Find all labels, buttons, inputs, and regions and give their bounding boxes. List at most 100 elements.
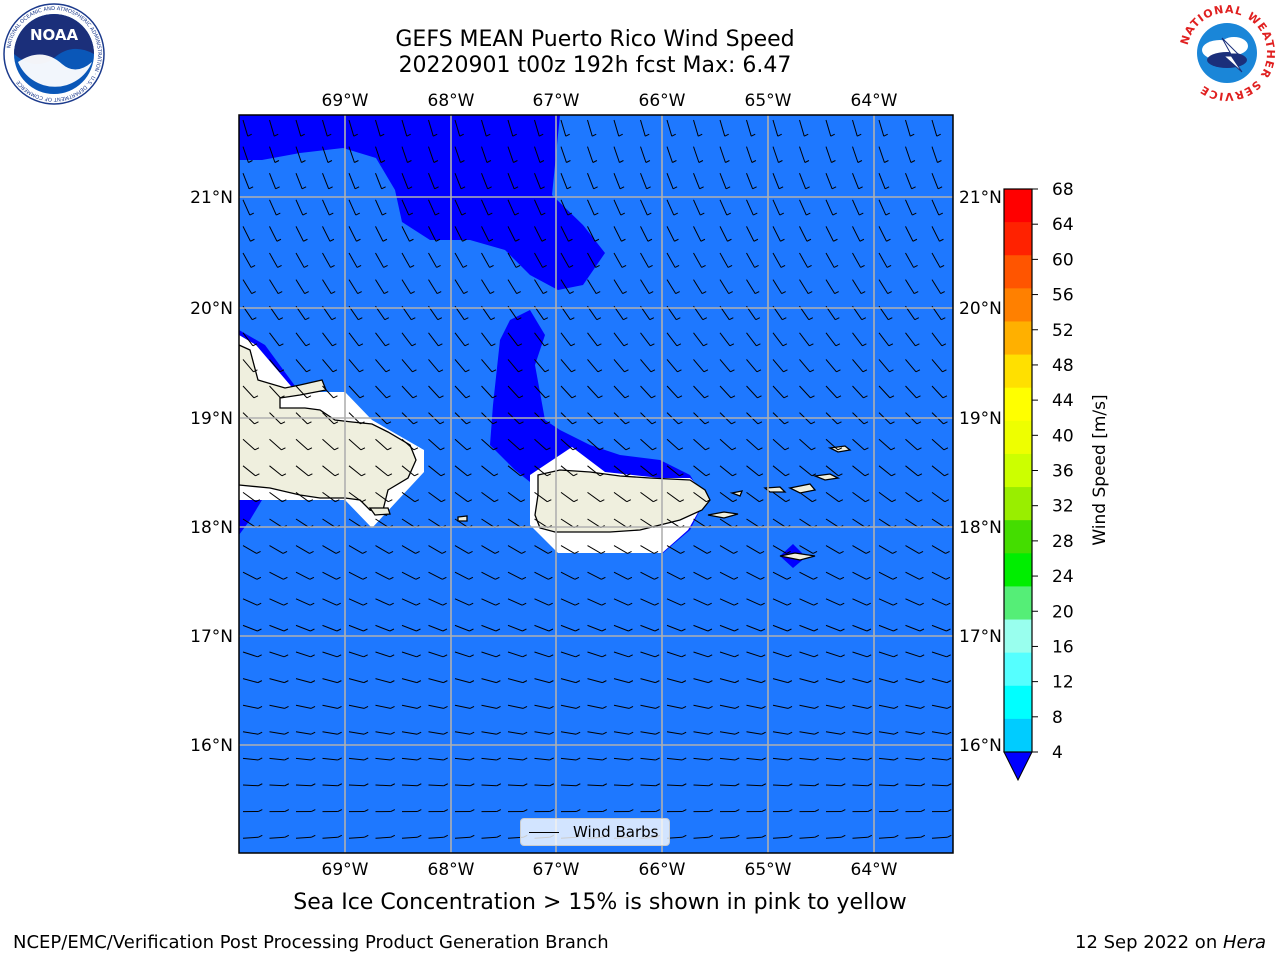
wind-barb	[534, 491, 548, 503]
wind-barb-flag	[416, 628, 421, 632]
wind-barb	[640, 359, 652, 373]
wind-barb	[931, 757, 948, 761]
wind-barb-flag	[337, 834, 343, 838]
wind-barb-flag	[806, 212, 811, 216]
wind-barb-flag	[354, 186, 360, 190]
wind-barb	[322, 359, 334, 373]
wind-barb	[428, 332, 439, 347]
wind-barb-flag	[303, 264, 309, 268]
wind-barb-flag	[495, 628, 501, 632]
wind-barb	[454, 226, 463, 242]
land-polygons	[239, 344, 852, 561]
wind-barb	[534, 465, 548, 477]
wind-barb	[295, 678, 311, 684]
wind-barb	[931, 332, 943, 347]
wind-barb-flag	[468, 576, 474, 580]
wind-barb-flag	[867, 809, 873, 812]
wind-barb-flag	[787, 731, 793, 735]
wind-barb	[825, 146, 832, 163]
wind-barb-flag	[522, 680, 528, 684]
wind-barb	[905, 465, 919, 477]
wind-barb-flag	[465, 369, 470, 373]
wind-barb	[481, 119, 487, 137]
wind-barb-flag	[814, 705, 819, 709]
wind-barb	[242, 385, 255, 399]
wind-barb-flag	[385, 369, 391, 373]
wind-barb	[534, 252, 544, 268]
wind-barb-flag	[489, 264, 494, 268]
wind-barb-flag	[305, 343, 311, 347]
wind-barb-flag	[283, 654, 289, 658]
wind-barb-flag	[364, 783, 369, 787]
wind-barb-flag	[363, 680, 369, 684]
wind-barb-flag	[442, 654, 448, 658]
wind-barb-flag	[301, 160, 306, 163]
wind-barb	[587, 226, 596, 242]
colorbar-extend-arrow	[1003, 751, 1033, 782]
wind-barb-flag	[807, 291, 813, 295]
wind-barb-flag	[492, 421, 498, 425]
wind-barb	[852, 704, 868, 709]
wind-barb-flag	[708, 757, 713, 761]
wind-barb	[348, 199, 357, 216]
wind-barb	[878, 784, 895, 787]
wind-barb-flag	[248, 160, 253, 163]
wind-barb	[401, 757, 418, 761]
colorbar-segment	[1004, 718, 1032, 753]
wind-barb	[825, 173, 833, 189]
wind-barb-flag	[892, 576, 898, 580]
wind-barb-flag	[517, 343, 523, 347]
wind-barb-flag	[520, 499, 526, 503]
wind-barb-flag	[913, 264, 918, 268]
wind-barb-flag	[467, 473, 472, 477]
wind-barb-flag	[628, 654, 633, 658]
hispaniola-land	[239, 344, 417, 517]
wind-barb-flag	[409, 264, 415, 268]
wind-barb-flag	[681, 705, 687, 709]
wind-barb	[560, 491, 575, 503]
wind-barb	[348, 545, 363, 554]
wind-barb	[719, 226, 728, 242]
wind-barb	[587, 173, 595, 189]
wind-barb	[719, 784, 736, 787]
wind-barb-flag	[276, 212, 281, 216]
wind-barb-flag	[627, 551, 632, 554]
wind-barb-flag	[385, 343, 390, 347]
wind-barb-flag	[519, 447, 525, 451]
wind-barb-flag	[883, 133, 888, 137]
wind-barb-flag	[841, 757, 846, 761]
wind-barb-flag	[708, 783, 714, 787]
wind-barb	[534, 624, 550, 632]
wind-barb	[666, 173, 674, 189]
wind-barb	[666, 704, 683, 709]
wind-barb	[719, 757, 736, 761]
wind-barb-flag	[627, 602, 633, 606]
wind-barb-flag	[890, 421, 895, 425]
wind-barb-flag	[301, 186, 307, 190]
wind-barb-flag	[522, 654, 527, 658]
wind-barb-flag	[675, 291, 680, 295]
wind-barb	[931, 279, 942, 294]
wind-barb	[587, 731, 603, 735]
wind-barb	[534, 598, 549, 606]
wind-barb	[746, 279, 756, 294]
wind-barb	[348, 784, 365, 787]
wind-barb-flag	[861, 317, 867, 321]
wind-barb	[746, 651, 762, 658]
wind-barb-flag	[438, 343, 443, 347]
wind-barb	[905, 226, 914, 242]
wind-barb-flag	[549, 731, 554, 735]
wind-barb-flag	[867, 680, 872, 684]
wind-barb	[852, 279, 862, 294]
wind-barb	[799, 173, 807, 189]
wind-barb	[428, 491, 442, 503]
wind-barb	[799, 624, 815, 632]
wind-barb-flag	[787, 628, 792, 632]
wind-barb	[481, 784, 497, 787]
wind-barb-flag	[942, 395, 948, 399]
wind-barb	[507, 545, 522, 554]
wind-barb-flag	[734, 654, 739, 658]
wind-barb-flag	[409, 238, 414, 242]
wind-barb	[746, 491, 760, 503]
wind-barb-flag	[443, 680, 448, 684]
